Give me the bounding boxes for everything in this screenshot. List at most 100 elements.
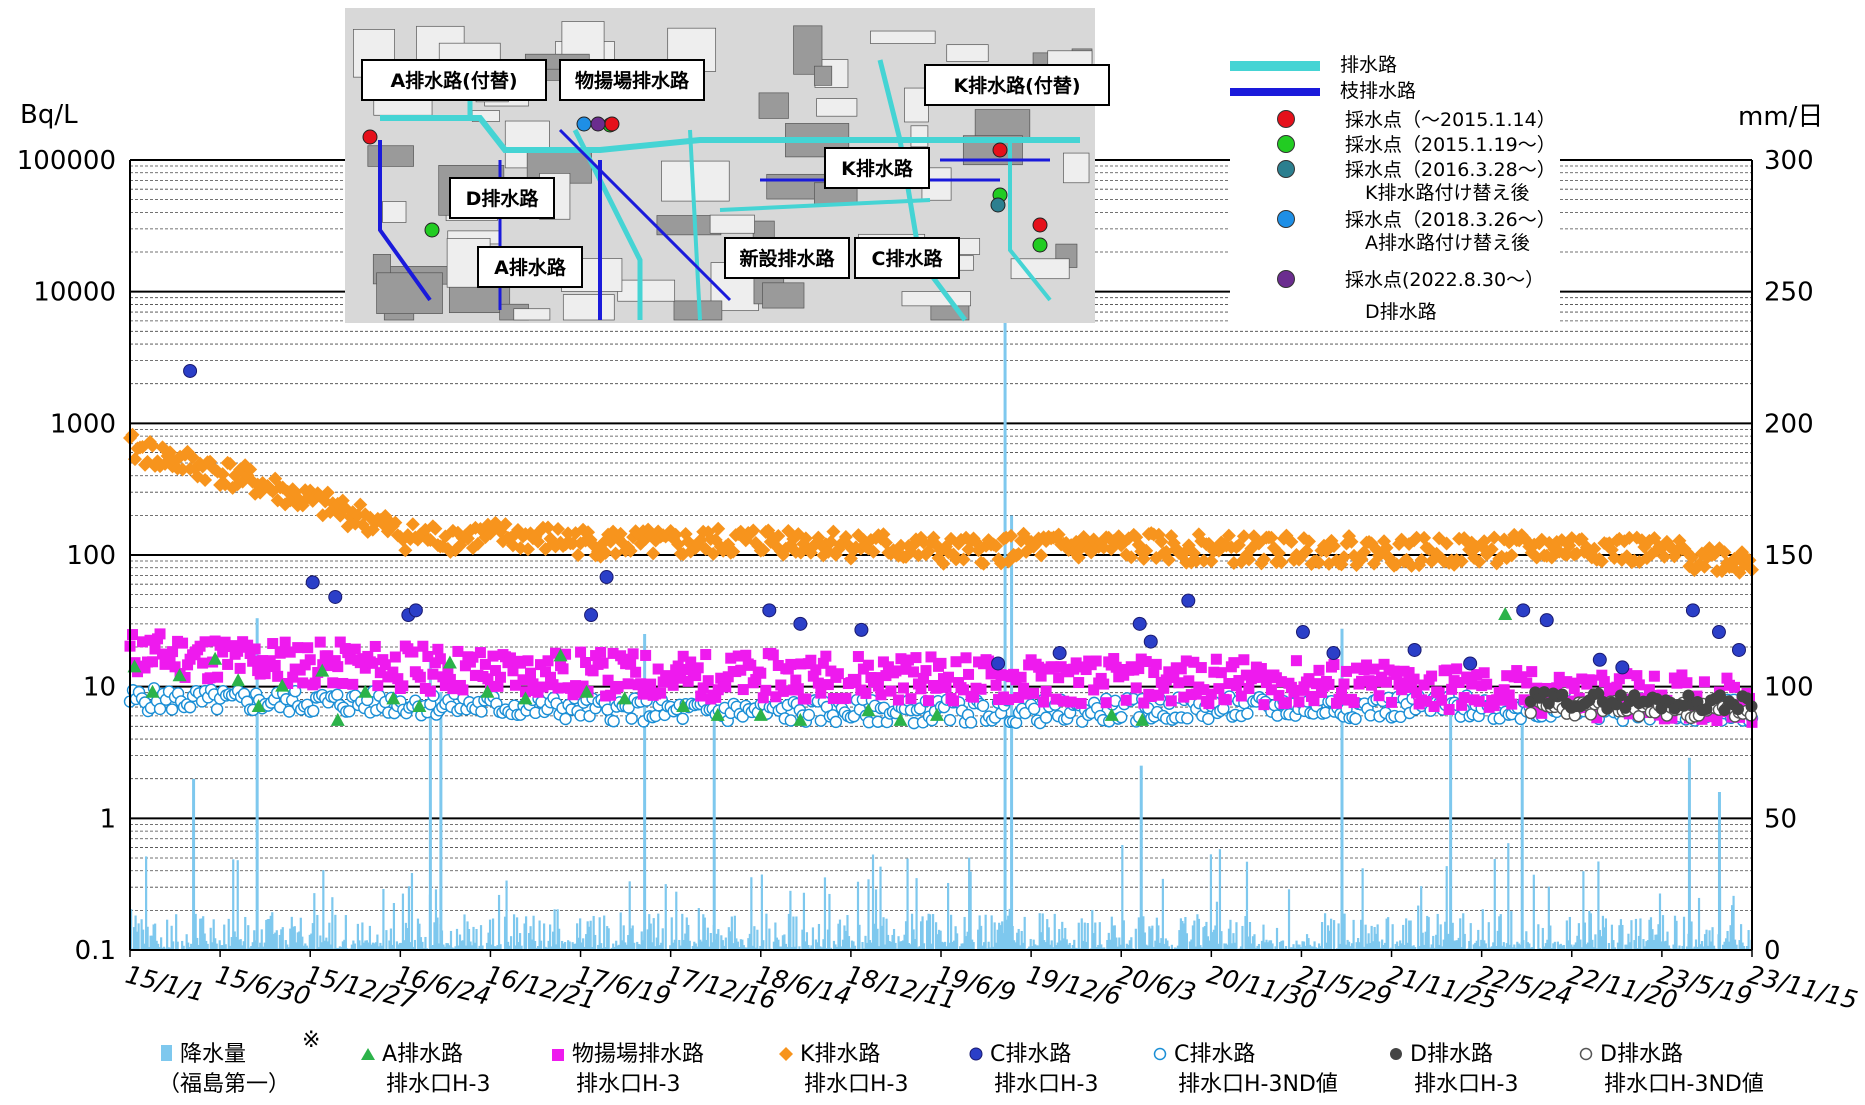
wharf-drain-point bbox=[920, 665, 932, 677]
rain-bar bbox=[549, 924, 552, 950]
rain-bar bbox=[697, 908, 700, 950]
rain-bar bbox=[278, 934, 281, 950]
rain-bar bbox=[1666, 931, 1669, 950]
wharf-drain-point bbox=[159, 658, 171, 670]
rain-bar bbox=[1645, 941, 1648, 950]
rain-bar bbox=[607, 928, 610, 950]
rain-bar bbox=[1007, 915, 1010, 950]
rain-bar bbox=[302, 945, 305, 950]
rain-bar bbox=[1592, 947, 1596, 950]
map-label-box bbox=[824, 147, 930, 189]
map-label: A排水路(付替) bbox=[390, 69, 517, 92]
rain-bar bbox=[762, 940, 765, 950]
map-label: K排水路(付替) bbox=[953, 74, 1080, 97]
wharf-drain-point bbox=[1428, 701, 1440, 713]
k-drain-point bbox=[1326, 539, 1341, 554]
map-building bbox=[910, 125, 929, 148]
rain-bar bbox=[1384, 942, 1387, 950]
rain-bar bbox=[1055, 945, 1058, 950]
rain-bar bbox=[579, 918, 582, 950]
rain-bar bbox=[448, 945, 451, 950]
rain-bar bbox=[1486, 947, 1489, 950]
c-drain-nd-point bbox=[331, 688, 344, 701]
wharf-drain-point bbox=[1148, 667, 1160, 679]
wharf-drain-point bbox=[910, 652, 922, 664]
wharf-drain-point bbox=[1098, 678, 1110, 690]
rain-bar bbox=[738, 947, 741, 950]
k-drain-point bbox=[531, 534, 546, 549]
rain-peak-bar bbox=[643, 634, 647, 950]
triangle-icon bbox=[358, 1040, 378, 1070]
rain-bar bbox=[239, 939, 242, 950]
rain-bar bbox=[308, 934, 311, 950]
rain-bar bbox=[1149, 928, 1152, 950]
rain-bar bbox=[241, 945, 244, 950]
wharf-drain-point bbox=[452, 645, 464, 657]
legend-c-drain-nd: C排水路 排水口H-3ND値 bbox=[1150, 1040, 1338, 1100]
rain-bar bbox=[406, 928, 409, 950]
rain-bar bbox=[1705, 929, 1708, 950]
rain-bar bbox=[702, 914, 705, 950]
wharf-drain-point bbox=[509, 679, 521, 691]
wharf-drain-point bbox=[1100, 697, 1112, 709]
rain-bar bbox=[1067, 944, 1070, 950]
d-drain-point bbox=[1556, 688, 1569, 701]
rain-bar bbox=[1247, 936, 1250, 950]
rain-bar bbox=[1529, 947, 1532, 950]
rain-bar bbox=[400, 942, 403, 950]
k-drain-point bbox=[320, 485, 335, 500]
rain-bar bbox=[600, 943, 603, 950]
wharf-drain-point bbox=[925, 651, 937, 663]
rain-bar bbox=[583, 946, 586, 950]
wharf-drain-point bbox=[702, 675, 714, 687]
legend-sublabel: 排水口H-3 bbox=[1414, 1072, 1519, 1097]
rain-bar bbox=[1164, 938, 1167, 950]
k-drain-point bbox=[1221, 528, 1236, 543]
wharf-drain-point bbox=[327, 677, 339, 689]
rain-bar bbox=[1441, 946, 1444, 950]
wharf-drain-point bbox=[988, 664, 1000, 676]
c-drain-nd-point bbox=[943, 713, 957, 727]
rain-bar bbox=[837, 923, 840, 950]
rain-bar bbox=[1475, 940, 1478, 950]
rain-bar bbox=[798, 946, 801, 950]
rain-bar bbox=[1296, 944, 1300, 950]
rain-bar bbox=[971, 939, 974, 950]
rain-bar bbox=[233, 931, 236, 950]
map-label: K排水路 bbox=[841, 157, 914, 180]
rain-bar bbox=[723, 945, 726, 950]
rain-bar bbox=[190, 943, 193, 950]
wharf-drain-point bbox=[204, 672, 216, 684]
rain-bar bbox=[586, 921, 589, 950]
wharf-drain-point bbox=[374, 667, 386, 679]
rain-bar bbox=[1074, 947, 1077, 950]
rain-bar bbox=[515, 917, 519, 950]
rain-bar bbox=[597, 944, 600, 950]
rain-bar bbox=[1507, 843, 1510, 950]
rain-bar bbox=[313, 893, 316, 950]
rain-bar bbox=[533, 940, 537, 950]
rain-bar bbox=[1130, 937, 1133, 950]
rain-bar bbox=[888, 940, 891, 950]
rain-bar bbox=[633, 942, 636, 950]
a-drain-point bbox=[386, 691, 401, 705]
rain-bar bbox=[1008, 908, 1011, 950]
rain-bar bbox=[1414, 946, 1417, 950]
rain-bar bbox=[1528, 943, 1531, 950]
rain-bar bbox=[166, 919, 169, 950]
left-tick-label: 100 bbox=[66, 541, 116, 571]
rain-bar bbox=[1646, 940, 1650, 950]
rain-bar bbox=[1696, 946, 1699, 950]
wharf-drain-point bbox=[322, 650, 334, 662]
rain-bar bbox=[479, 925, 483, 950]
wharf-drain-point bbox=[557, 663, 569, 675]
rain-bar bbox=[684, 933, 687, 950]
rain-bar bbox=[1424, 931, 1427, 950]
wharf-drain-point bbox=[1188, 656, 1200, 668]
map-building bbox=[816, 98, 858, 117]
rain-bar bbox=[1203, 926, 1207, 950]
rain-bar bbox=[1681, 945, 1684, 950]
d-drain-point bbox=[1718, 704, 1731, 717]
rain-bar bbox=[717, 929, 720, 950]
wharf-drain-point bbox=[1421, 695, 1433, 707]
